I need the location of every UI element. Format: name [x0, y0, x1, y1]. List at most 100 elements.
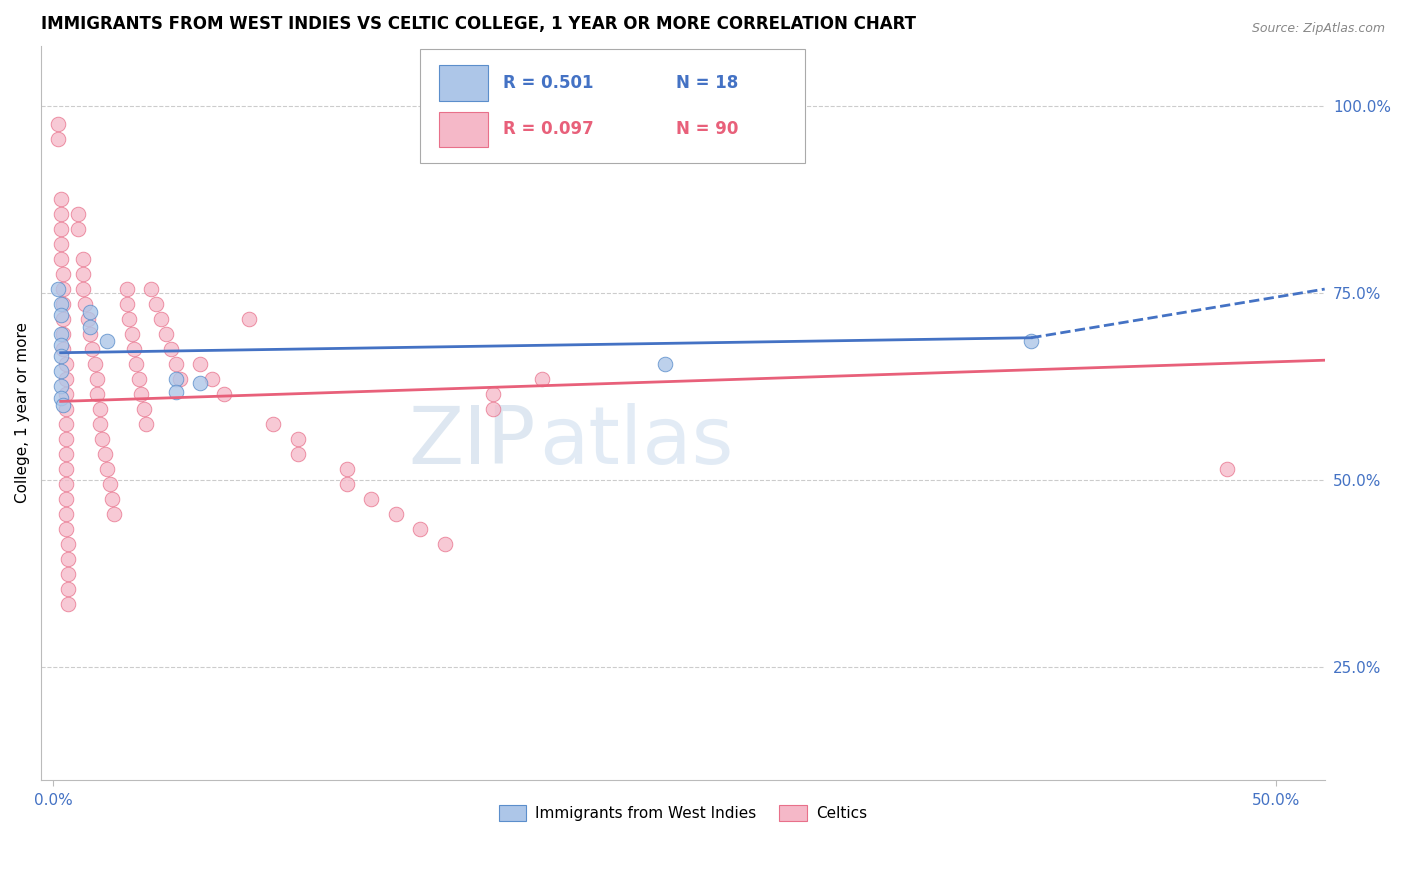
Point [125, 357, 148, 371]
Point [132, 401, 155, 416]
Point [52, 267, 75, 281]
Point [55, 476, 77, 491]
Point [83, 357, 105, 371]
Point [165, 372, 187, 386]
Point [49, 207, 72, 221]
Point [49, 252, 72, 266]
Point [262, 417, 284, 431]
Point [135, 417, 157, 431]
Point [409, 522, 432, 536]
Text: Source: ZipAtlas.com: Source: ZipAtlas.com [1251, 22, 1385, 36]
Point [52, 342, 75, 356]
Point [238, 312, 260, 326]
Point [188, 376, 211, 390]
Point [66, 222, 89, 236]
Point [55, 432, 77, 446]
Point [121, 326, 143, 341]
Point [531, 372, 554, 386]
Point [101, 491, 124, 506]
Point [75, 297, 97, 311]
Legend: Immigrants from West Indies, Celtics: Immigrants from West Indies, Celtics [492, 799, 873, 827]
Text: atlas: atlas [538, 403, 734, 481]
Point [46, 117, 69, 131]
Point [52, 326, 75, 341]
Point [55, 522, 77, 536]
Point [482, 387, 505, 401]
Point [91, 432, 114, 446]
Point [49, 350, 72, 364]
Point [336, 476, 359, 491]
Text: IMMIGRANTS FROM WEST INDIES VS CELTIC COLLEGE, 1 YEAR OR MORE CORRELATION CHART: IMMIGRANTS FROM WEST INDIES VS CELTIC CO… [41, 15, 917, 33]
Point [93, 447, 115, 461]
Point [49, 237, 72, 252]
Point [56, 537, 79, 551]
Point [72, 252, 94, 266]
Point [86, 372, 108, 386]
Point [201, 372, 224, 386]
Point [155, 326, 177, 341]
Point [49, 297, 72, 311]
Point [56, 566, 79, 581]
Point [482, 401, 505, 416]
Point [55, 417, 77, 431]
Point [96, 334, 118, 349]
Point [49, 391, 72, 405]
Point [55, 387, 77, 401]
Point [89, 417, 111, 431]
Point [433, 537, 456, 551]
Point [188, 357, 211, 371]
Point [49, 326, 72, 341]
Point [118, 312, 141, 326]
Point [49, 379, 72, 393]
Point [55, 372, 77, 386]
Point [46, 132, 69, 146]
Point [149, 312, 172, 326]
Point [46, 282, 69, 296]
Point [79, 304, 101, 318]
Point [1216, 462, 1239, 476]
Point [52, 282, 75, 296]
Point [86, 387, 108, 401]
Point [55, 357, 77, 371]
Point [52, 312, 75, 326]
Point [49, 192, 72, 206]
Text: N = 18: N = 18 [676, 74, 738, 92]
Point [165, 384, 187, 399]
Text: ZIP: ZIP [408, 403, 536, 481]
Point [654, 357, 676, 371]
Point [384, 507, 406, 521]
Point [49, 338, 72, 352]
Y-axis label: College, 1 year or more: College, 1 year or more [15, 322, 30, 503]
Point [56, 597, 79, 611]
Point [55, 491, 77, 506]
Point [79, 319, 101, 334]
Point [49, 364, 72, 378]
Point [169, 372, 191, 386]
Point [79, 326, 101, 341]
FancyBboxPatch shape [439, 65, 488, 101]
Text: R = 0.501: R = 0.501 [503, 74, 593, 92]
Point [49, 308, 72, 322]
Point [55, 447, 77, 461]
Text: R = 0.097: R = 0.097 [503, 120, 593, 138]
Point [103, 507, 125, 521]
Text: N = 90: N = 90 [676, 120, 738, 138]
Point [145, 297, 167, 311]
Point [115, 297, 138, 311]
Point [131, 387, 153, 401]
Point [66, 207, 89, 221]
Point [89, 401, 111, 416]
Point [55, 401, 77, 416]
Point [214, 387, 236, 401]
Point [55, 507, 77, 521]
Point [165, 357, 187, 371]
Point [49, 222, 72, 236]
Point [287, 432, 309, 446]
Point [159, 342, 181, 356]
Point [98, 476, 121, 491]
Point [115, 282, 138, 296]
Point [82, 342, 104, 356]
Point [56, 582, 79, 596]
FancyBboxPatch shape [420, 49, 804, 163]
Point [287, 447, 309, 461]
